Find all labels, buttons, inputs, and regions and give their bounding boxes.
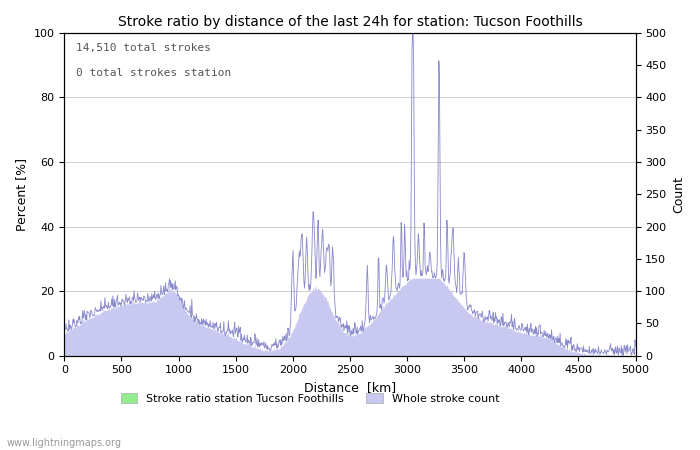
Y-axis label: Count: Count <box>672 176 685 213</box>
X-axis label: Distance  [km]: Distance [km] <box>304 381 396 394</box>
Legend: Stroke ratio station Tucson Foothills, Whole stroke count: Stroke ratio station Tucson Foothills, W… <box>116 388 504 408</box>
Y-axis label: Percent [%]: Percent [%] <box>15 158 28 231</box>
Text: 14,510 total strokes: 14,510 total strokes <box>76 43 211 53</box>
Text: 0 total strokes station: 0 total strokes station <box>76 68 231 78</box>
Text: www.lightningmaps.org: www.lightningmaps.org <box>7 438 122 448</box>
Title: Stroke ratio by distance of the last 24h for station: Tucson Foothills: Stroke ratio by distance of the last 24h… <box>118 15 582 29</box>
